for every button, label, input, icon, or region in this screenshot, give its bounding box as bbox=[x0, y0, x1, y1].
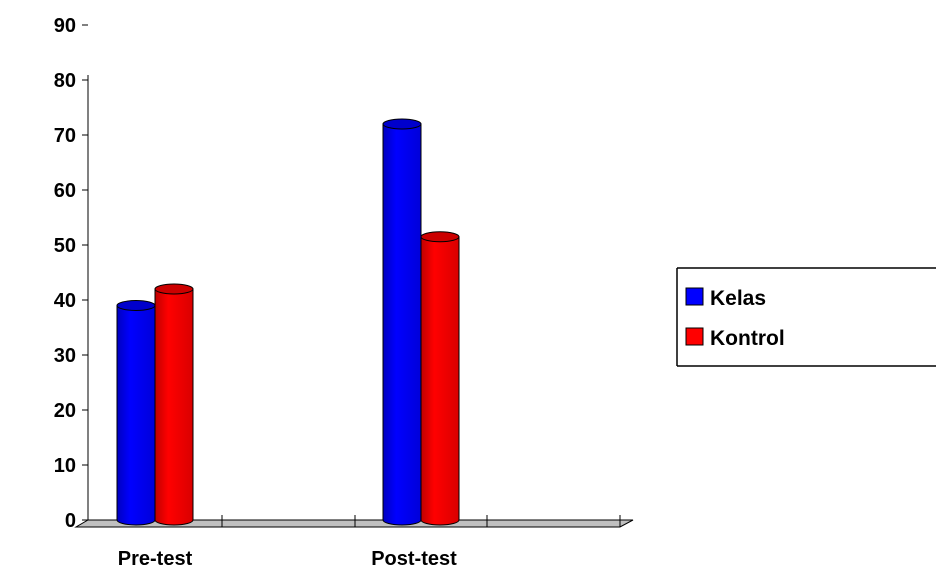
bar-top bbox=[382, 118, 422, 130]
category-label: Pre-test bbox=[118, 548, 193, 570]
y-tick-label: 0 bbox=[65, 510, 76, 532]
legend-swatch bbox=[685, 287, 704, 306]
bar-body bbox=[154, 288, 194, 526]
y-tick-label: 60 bbox=[54, 180, 76, 202]
category-labels: Pre-test Post-test bbox=[118, 548, 457, 570]
y-tick-labels: 0 10 20 30 40 50 60 70 80 90 bbox=[54, 15, 76, 532]
y-tick-label: 30 bbox=[54, 345, 76, 367]
bar-kontrol-post-test bbox=[420, 231, 460, 526]
y-tick-label: 10 bbox=[54, 455, 76, 477]
legend-swatch bbox=[685, 327, 704, 346]
legend-box bbox=[676, 267, 936, 367]
bar-top bbox=[116, 300, 156, 311]
bar-body bbox=[116, 305, 156, 526]
legend-label: Kontrol bbox=[710, 327, 785, 350]
bar-body bbox=[420, 236, 460, 526]
category-label: Post-test bbox=[371, 548, 457, 570]
y-tick-label: 40 bbox=[54, 290, 76, 312]
y-tick-label: 20 bbox=[54, 400, 76, 422]
legend-label: Kelas bbox=[710, 287, 766, 310]
y-axis bbox=[82, 24, 89, 521]
legend: Kelas Kontrol bbox=[676, 267, 936, 367]
bar-kelas-pre-test bbox=[116, 300, 156, 526]
bar-body bbox=[382, 123, 422, 526]
y-tick-label: 70 bbox=[54, 125, 76, 147]
y-tick-label: 90 bbox=[54, 15, 76, 37]
bar-kelas-post-test bbox=[382, 118, 422, 526]
y-tick-label: 50 bbox=[54, 235, 76, 257]
bar-top bbox=[154, 283, 194, 295]
legend-item-kontrol: Kontrol bbox=[685, 327, 785, 350]
bar-top bbox=[420, 231, 460, 243]
legend-item-kelas: Kelas bbox=[685, 287, 766, 310]
bar-kontrol-pre-test bbox=[154, 283, 194, 526]
bars bbox=[116, 118, 460, 526]
y-tick-label: 80 bbox=[54, 70, 76, 92]
